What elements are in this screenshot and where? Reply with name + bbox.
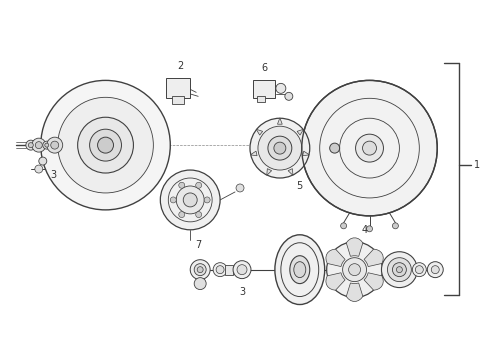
Text: 7: 7 bbox=[195, 240, 201, 250]
Polygon shape bbox=[277, 118, 282, 124]
Polygon shape bbox=[267, 168, 271, 175]
Circle shape bbox=[367, 226, 372, 232]
Text: 1: 1 bbox=[474, 160, 480, 170]
Circle shape bbox=[431, 266, 439, 274]
Circle shape bbox=[160, 170, 220, 230]
Circle shape bbox=[41, 80, 171, 210]
Circle shape bbox=[176, 186, 204, 214]
Bar bbox=[225, 265, 233, 275]
Bar bbox=[166, 78, 190, 98]
Circle shape bbox=[392, 263, 406, 276]
Circle shape bbox=[258, 126, 302, 170]
Polygon shape bbox=[297, 129, 303, 135]
Circle shape bbox=[327, 242, 383, 298]
Circle shape bbox=[51, 141, 59, 149]
Circle shape bbox=[237, 265, 247, 275]
Circle shape bbox=[343, 258, 367, 282]
Circle shape bbox=[285, 92, 293, 100]
Circle shape bbox=[388, 258, 412, 282]
Circle shape bbox=[268, 136, 292, 160]
Text: 5: 5 bbox=[296, 181, 303, 191]
Bar bbox=[253, 80, 275, 98]
Circle shape bbox=[236, 184, 244, 192]
Circle shape bbox=[392, 223, 398, 229]
Circle shape bbox=[196, 182, 202, 188]
Circle shape bbox=[45, 143, 49, 147]
Bar bbox=[257, 96, 265, 102]
Polygon shape bbox=[326, 249, 345, 266]
Circle shape bbox=[47, 137, 63, 153]
Circle shape bbox=[413, 263, 426, 276]
Circle shape bbox=[427, 262, 443, 278]
Ellipse shape bbox=[294, 262, 306, 278]
Circle shape bbox=[363, 141, 376, 155]
Circle shape bbox=[341, 223, 346, 229]
Circle shape bbox=[196, 212, 202, 217]
Polygon shape bbox=[346, 283, 363, 301]
Circle shape bbox=[348, 264, 361, 276]
Circle shape bbox=[77, 117, 133, 173]
Circle shape bbox=[416, 266, 423, 274]
Ellipse shape bbox=[275, 235, 325, 305]
Ellipse shape bbox=[290, 256, 310, 284]
Circle shape bbox=[171, 197, 176, 203]
Circle shape bbox=[90, 129, 122, 161]
Circle shape bbox=[26, 140, 36, 150]
Circle shape bbox=[396, 267, 402, 273]
Circle shape bbox=[32, 138, 46, 152]
Circle shape bbox=[35, 165, 43, 173]
Circle shape bbox=[233, 261, 251, 279]
Polygon shape bbox=[326, 273, 345, 290]
Polygon shape bbox=[250, 151, 257, 156]
Text: 6: 6 bbox=[262, 63, 268, 73]
Circle shape bbox=[98, 137, 114, 153]
Circle shape bbox=[58, 97, 153, 193]
Text: 2: 2 bbox=[177, 62, 183, 71]
Circle shape bbox=[197, 267, 203, 273]
Circle shape bbox=[183, 193, 197, 207]
Circle shape bbox=[204, 197, 210, 203]
Circle shape bbox=[28, 143, 33, 148]
Text: 3: 3 bbox=[50, 170, 57, 180]
Circle shape bbox=[330, 143, 340, 153]
Circle shape bbox=[213, 263, 227, 276]
Circle shape bbox=[43, 141, 51, 149]
Circle shape bbox=[179, 182, 185, 188]
Circle shape bbox=[194, 278, 206, 289]
Circle shape bbox=[276, 84, 286, 93]
Circle shape bbox=[216, 266, 224, 274]
Text: 3: 3 bbox=[239, 287, 245, 297]
Polygon shape bbox=[364, 273, 383, 290]
Circle shape bbox=[179, 212, 185, 217]
Circle shape bbox=[39, 157, 47, 165]
Polygon shape bbox=[303, 151, 309, 156]
Bar bbox=[172, 96, 184, 104]
Circle shape bbox=[356, 134, 384, 162]
Circle shape bbox=[35, 141, 42, 149]
Polygon shape bbox=[364, 249, 383, 266]
Circle shape bbox=[274, 142, 286, 154]
Circle shape bbox=[190, 260, 210, 280]
Circle shape bbox=[194, 264, 206, 276]
Circle shape bbox=[302, 80, 437, 216]
Polygon shape bbox=[346, 238, 363, 256]
Circle shape bbox=[250, 118, 310, 178]
Polygon shape bbox=[288, 168, 293, 175]
Circle shape bbox=[382, 252, 417, 288]
Text: 4: 4 bbox=[362, 225, 368, 235]
Polygon shape bbox=[256, 129, 263, 135]
